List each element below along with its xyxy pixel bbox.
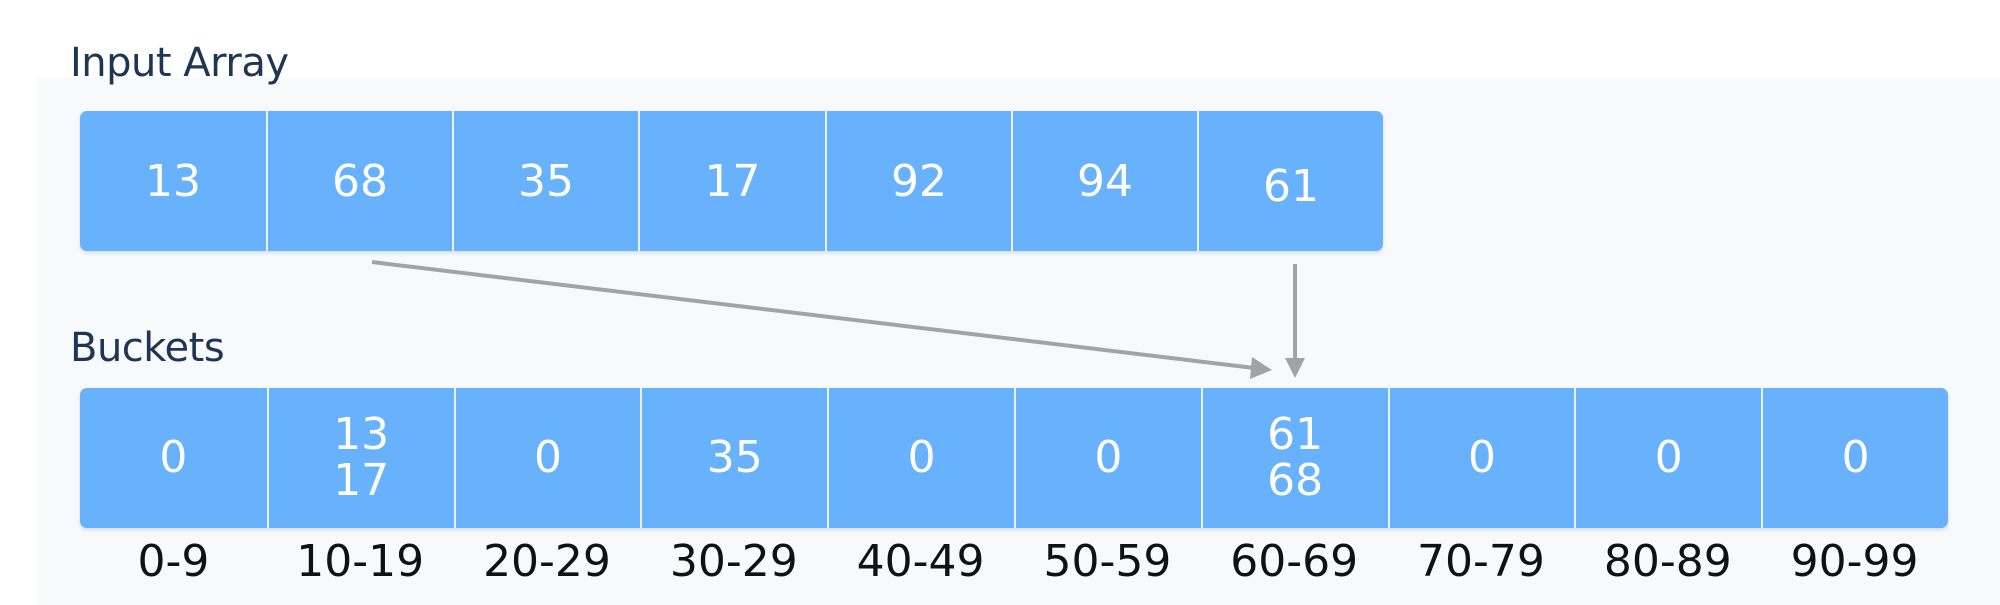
input-cell: 35 bbox=[452, 111, 638, 251]
bucket-40-49: 0 bbox=[827, 388, 1014, 528]
bucket-range-label: 60-69 bbox=[1230, 536, 1359, 587]
input-cell: 92 bbox=[825, 111, 1011, 251]
bucket-value: 61 bbox=[1267, 409, 1324, 460]
bucket-range-label: 40-49 bbox=[856, 536, 985, 587]
bucket-value: 0 bbox=[1467, 432, 1496, 483]
bucket-range-label: 50-59 bbox=[1043, 536, 1172, 587]
bucket-value: 0 bbox=[533, 432, 562, 483]
input-value: 13 bbox=[145, 155, 201, 207]
arrow-68-to-bucket-60-69 bbox=[371, 260, 1255, 370]
bucket-90-99: 0 bbox=[1761, 388, 1948, 528]
bucket-50-59: 0 bbox=[1013, 388, 1201, 528]
bucket-value: 68 bbox=[1267, 455, 1324, 506]
bucket-value: 35 bbox=[706, 432, 763, 483]
bucket-80-89: 0 bbox=[1574, 388, 1761, 528]
input-array-row: 13 68 35 17 92 94 61 bbox=[80, 111, 1383, 251]
buckets-label: Buckets bbox=[70, 325, 225, 371]
buckets-row: 0 13 17 0 35 0 0 61 68 0 0 0 bbox=[80, 388, 1948, 528]
bucket-20-29: 0 bbox=[453, 388, 641, 528]
input-value: 35 bbox=[518, 155, 574, 207]
input-cell: 68 bbox=[266, 111, 452, 251]
bucket-range-label: 10-19 bbox=[296, 536, 425, 587]
input-cell: 94 bbox=[1011, 111, 1197, 251]
input-array-label: Input Array bbox=[70, 40, 289, 86]
bucket-value: 0 bbox=[1094, 432, 1123, 483]
bucket-range-label: 0-9 bbox=[137, 536, 210, 587]
input-value: 68 bbox=[332, 155, 388, 207]
bucket-10-19: 13 17 bbox=[266, 388, 454, 528]
bucket-60-69: 61 68 bbox=[1200, 388, 1388, 528]
input-value: 17 bbox=[704, 155, 761, 207]
bucket-range-labels: 0-9 10-19 20-29 30-29 40-49 50-59 60-69 … bbox=[80, 536, 1948, 587]
bucket-0-9: 0 bbox=[80, 388, 267, 528]
bucket-range-label: 70-79 bbox=[1417, 536, 1545, 587]
bucket-range-label: 90-99 bbox=[1790, 536, 1919, 587]
bucket-value: 0 bbox=[1654, 432, 1683, 483]
bucket-value: 0 bbox=[907, 432, 936, 483]
bucket-value: 0 bbox=[1841, 432, 1870, 483]
input-cell: 13 bbox=[80, 111, 266, 251]
input-cell: 61 bbox=[1197, 111, 1383, 251]
bucket-range-label: 80-89 bbox=[1603, 536, 1732, 587]
input-value: 92 bbox=[891, 155, 947, 207]
bucket-range-label: 30-29 bbox=[669, 536, 798, 587]
arrowhead-icon bbox=[1285, 358, 1305, 378]
input-cell: 17 bbox=[638, 111, 825, 251]
bucket-30-39: 35 bbox=[640, 388, 827, 528]
arrowhead-icon bbox=[1250, 357, 1272, 379]
bucket-value: 0 bbox=[159, 432, 188, 483]
bucket-value: 13 bbox=[333, 409, 390, 460]
bucket-range-label: 20-29 bbox=[483, 536, 611, 587]
bucket-value: 17 bbox=[333, 455, 390, 506]
input-value: 61 bbox=[1263, 160, 1319, 212]
bucket-70-79: 0 bbox=[1387, 388, 1575, 528]
input-value: 94 bbox=[1077, 155, 1133, 207]
